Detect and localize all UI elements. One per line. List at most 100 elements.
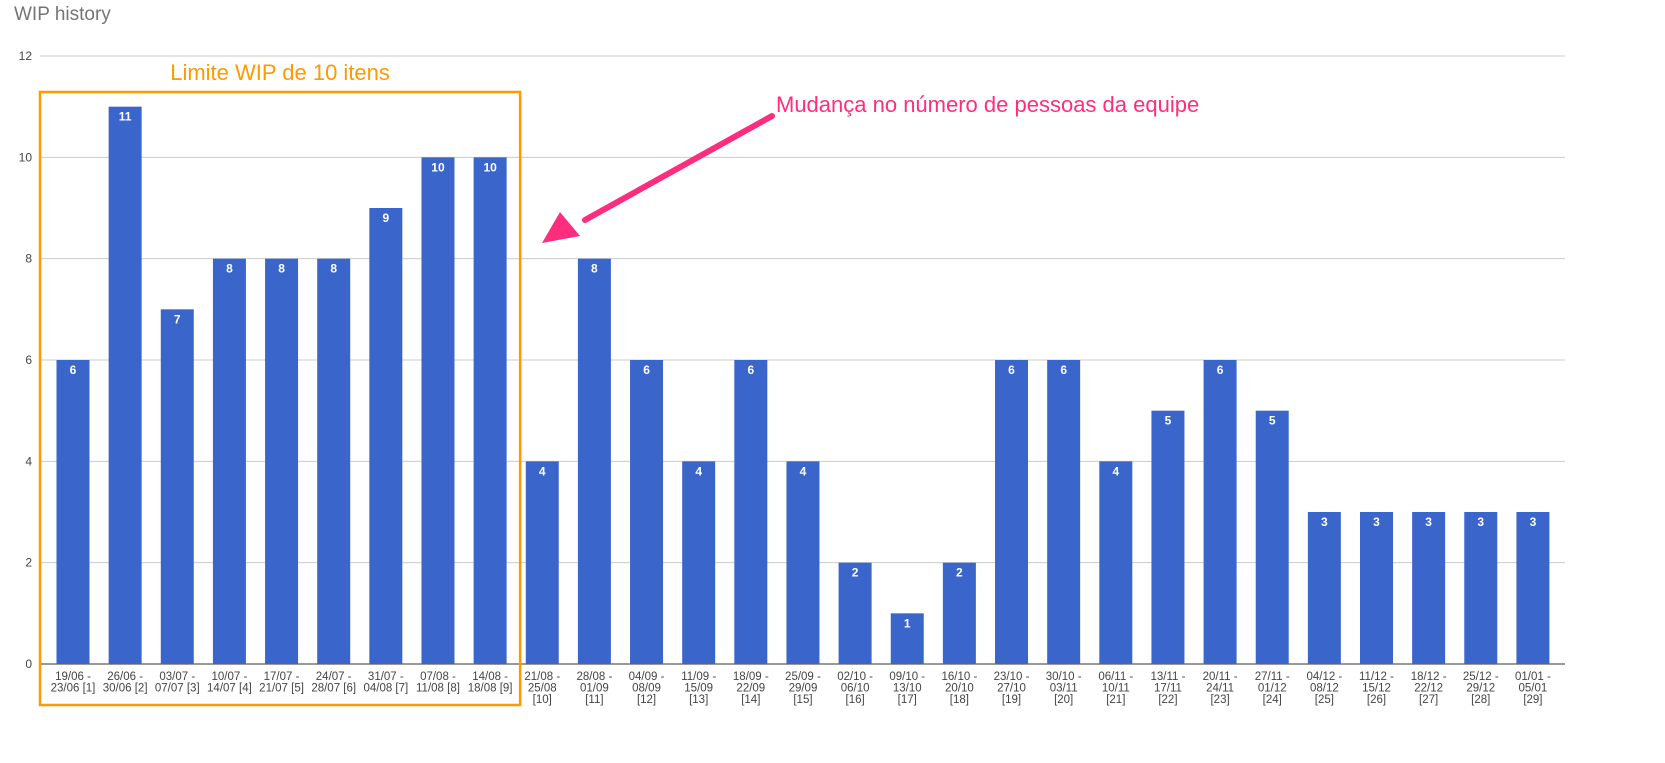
x-tick-label: 30/10 - (1046, 671, 1082, 683)
bar-value-label: 7 (174, 312, 181, 326)
bar-value-label: 2 (852, 566, 859, 580)
x-tick-label: [28] (1471, 694, 1490, 706)
bar (108, 106, 142, 664)
x-tick-label: 03/07 - (159, 671, 195, 683)
bar-value-label: 5 (1269, 414, 1276, 428)
x-tick-label: 06/11 - (1098, 671, 1133, 683)
bar-value-label: 8 (226, 262, 233, 276)
x-tick-label: [22] (1158, 694, 1177, 706)
x-tick-label: 17/11 (1154, 683, 1182, 695)
x-tick-label: 08/09 (632, 683, 661, 695)
x-tick-label: [25] (1315, 694, 1334, 706)
bar (265, 258, 299, 664)
bar (1412, 512, 1446, 664)
bar (1047, 360, 1081, 664)
x-tick-label: 27/11 - (1255, 671, 1290, 683)
bar-value-label: 3 (1530, 515, 1537, 529)
x-tick-label: 25/09 - (785, 671, 821, 683)
x-tick-label: 08/12 (1310, 683, 1339, 695)
x-tick-label: 15/12 (1362, 683, 1391, 695)
wip-limit-box (38, 90, 522, 707)
x-tick-label: 17/07 - (264, 671, 300, 683)
chart-title: WIP history (14, 4, 111, 25)
bar-value-label: 4 (695, 464, 702, 478)
x-tick-label: 24/11 (1206, 683, 1234, 695)
x-tick-label: [16] (846, 694, 865, 706)
bar (1151, 410, 1185, 664)
bar (786, 461, 820, 664)
bar (838, 562, 872, 664)
x-tick-label: 25/08 (528, 683, 557, 695)
x-tick-label: 20/11 - (1203, 671, 1238, 683)
x-tick-label: 27/10 (997, 683, 1026, 695)
bar-value-label: 3 (1321, 515, 1328, 529)
bar (525, 461, 559, 664)
y-tick-label: 4 (25, 454, 32, 468)
annotations: Limite WIP de 10 itens Mudança no número … (38, 60, 1199, 707)
x-tick-label: [12] (637, 694, 656, 706)
x-tick-label: 01/01 - (1515, 671, 1551, 683)
bar-value-label: 6 (747, 363, 754, 377)
bar-value-label: 11 (119, 110, 132, 124)
bars: 6 11 7 8 8 8 9 10 10 4 8 6 4 6 4 2 1 2 6 6 4 5 6 5 3 3 3 3 3 (56, 106, 1550, 665)
bar-value-label: 6 (643, 363, 650, 377)
bar (577, 258, 611, 664)
x-tick-label: 04/12 - (1306, 671, 1342, 683)
bar-value-label: 4 (800, 464, 807, 478)
bar (212, 258, 246, 664)
x-tick-label: 20/10 (945, 683, 974, 695)
bar (421, 157, 455, 665)
x-tick-label: 22/12 (1414, 683, 1443, 695)
bar-value-label: 4 (539, 464, 546, 478)
y-tick-label: 12 (19, 49, 33, 63)
bar-value-label: 6 (1008, 363, 1015, 377)
x-tick-label: 01/12 (1258, 683, 1287, 695)
x-tick-label: 18/09 - (733, 671, 769, 683)
bar-value-label: 8 (591, 262, 598, 276)
x-tick-label: 29/09 (789, 683, 818, 695)
x-tick-label: 16/10 - (941, 671, 977, 683)
bar-value-label: 8 (278, 262, 285, 276)
x-axis: 19/06 -23/06 [1]26/06 -30/06 [2]03/07 -0… (51, 671, 1551, 706)
x-tick-label: 23/06 [1] (51, 683, 96, 695)
x-tick-label: 04/09 - (629, 671, 665, 683)
bar-value-label: 8 (330, 262, 337, 276)
x-tick-label: 24/07 - (316, 671, 352, 683)
x-tick-label: 13/11 - (1150, 671, 1185, 683)
bar (473, 157, 507, 665)
x-tick-label: 26/06 - (107, 671, 143, 683)
bar-value-label: 5 (1165, 414, 1172, 428)
bar (1099, 461, 1133, 664)
bar-value-label: 3 (1477, 515, 1484, 529)
x-tick-label: 07/07 [3] (155, 683, 200, 695)
arrow-head (542, 212, 580, 243)
x-tick-label: 03/11 (1050, 683, 1078, 695)
x-tick-label: 23/10 - (994, 671, 1030, 683)
y-tick-label: 0 (25, 657, 32, 671)
bar-value-label: 6 (70, 363, 77, 377)
x-tick-label: 25/12 - (1463, 671, 1499, 683)
x-tick-label: 30/06 [2] (103, 683, 148, 695)
x-tick-label: 10/07 - (212, 671, 248, 683)
bar (1255, 410, 1289, 664)
x-tick-label: 15/09 (684, 683, 713, 695)
x-tick-label: 05/01 (1519, 683, 1548, 695)
x-tick-label: 28/07 [6] (311, 683, 356, 695)
bar (995, 360, 1029, 664)
x-tick-label: [19] (1002, 694, 1021, 706)
x-tick-label: [17] (898, 694, 917, 706)
bar (942, 562, 976, 664)
x-tick-label: 07/08 - (420, 671, 456, 683)
y-tick-label: 10 (19, 150, 33, 164)
bar (1360, 512, 1393, 664)
bar (734, 360, 768, 664)
bar (369, 208, 403, 664)
bar-value-label: 9 (382, 211, 389, 225)
x-tick-label: [29] (1523, 694, 1542, 706)
x-tick-label: [18] (950, 694, 969, 706)
bar (317, 258, 351, 664)
x-tick-label: 02/10 - (837, 671, 873, 683)
bar-value-label: 10 (431, 160, 445, 174)
y-tick-label: 2 (25, 556, 32, 570)
